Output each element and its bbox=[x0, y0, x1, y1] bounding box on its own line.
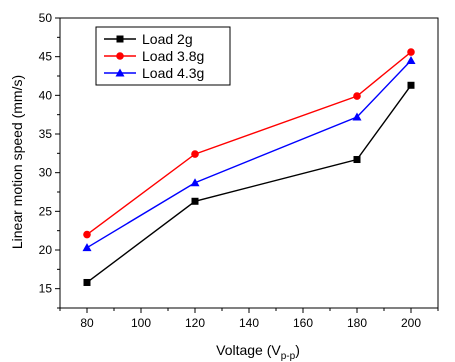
x-tick-label: 180 bbox=[347, 316, 367, 330]
series-line bbox=[86, 60, 412, 249]
legend-item: Load 2g bbox=[104, 31, 193, 47]
legend-label: Load 2g bbox=[142, 31, 193, 47]
y-tick-label: 40 bbox=[39, 88, 53, 102]
y-axis: 15 20 25 30 35 40 45 50 bbox=[39, 11, 60, 309]
y-tick-label: 15 bbox=[39, 282, 53, 296]
legend-item: Load 3.8g bbox=[104, 48, 204, 64]
series-3 bbox=[82, 56, 416, 252]
y-tick-label: 20 bbox=[39, 243, 53, 257]
x-axis-title: Voltage (Vp-p) bbox=[216, 342, 300, 362]
y-tick-label: 30 bbox=[39, 166, 53, 180]
x-tick-label: 80 bbox=[80, 316, 94, 330]
legend-label: Load 3.8g bbox=[142, 48, 204, 64]
x-tick-label: 160 bbox=[293, 316, 313, 330]
x-tick-label: 200 bbox=[401, 316, 421, 330]
series-line bbox=[86, 51, 412, 236]
x-tick-label: 120 bbox=[185, 316, 205, 330]
x-tick-label: 140 bbox=[239, 316, 259, 330]
y-tick-label: 45 bbox=[39, 50, 53, 64]
data-point bbox=[190, 178, 200, 187]
data-point bbox=[83, 230, 91, 239]
legend-item: Load 4.3g bbox=[104, 65, 204, 81]
legend-marker bbox=[116, 35, 124, 43]
series-layer bbox=[82, 48, 416, 286]
data-point bbox=[407, 81, 415, 89]
series-2 bbox=[83, 48, 415, 239]
x-tick-label: 100 bbox=[131, 316, 151, 330]
legend-marker bbox=[115, 68, 125, 77]
data-point bbox=[406, 56, 416, 65]
data-point bbox=[83, 278, 91, 286]
y-tick-label: 50 bbox=[39, 11, 53, 25]
y-tick-label: 25 bbox=[39, 204, 53, 218]
y-tick-label: 35 bbox=[39, 127, 53, 141]
data-point bbox=[353, 156, 361, 164]
data-point bbox=[191, 150, 199, 158]
x-axis: 80 100 120 140 160 180 200 bbox=[59, 308, 439, 330]
data-point bbox=[353, 92, 361, 100]
series-line bbox=[86, 84, 412, 284]
legend-marker bbox=[116, 52, 124, 60]
legend-label: Load 4.3g bbox=[142, 65, 204, 81]
data-point bbox=[82, 243, 92, 252]
series-1 bbox=[83, 81, 415, 286]
data-point bbox=[191, 197, 199, 205]
data-point bbox=[407, 48, 415, 56]
data-point bbox=[352, 112, 362, 121]
y-axis-title: Linear motion speed (mm/s) bbox=[9, 75, 25, 249]
